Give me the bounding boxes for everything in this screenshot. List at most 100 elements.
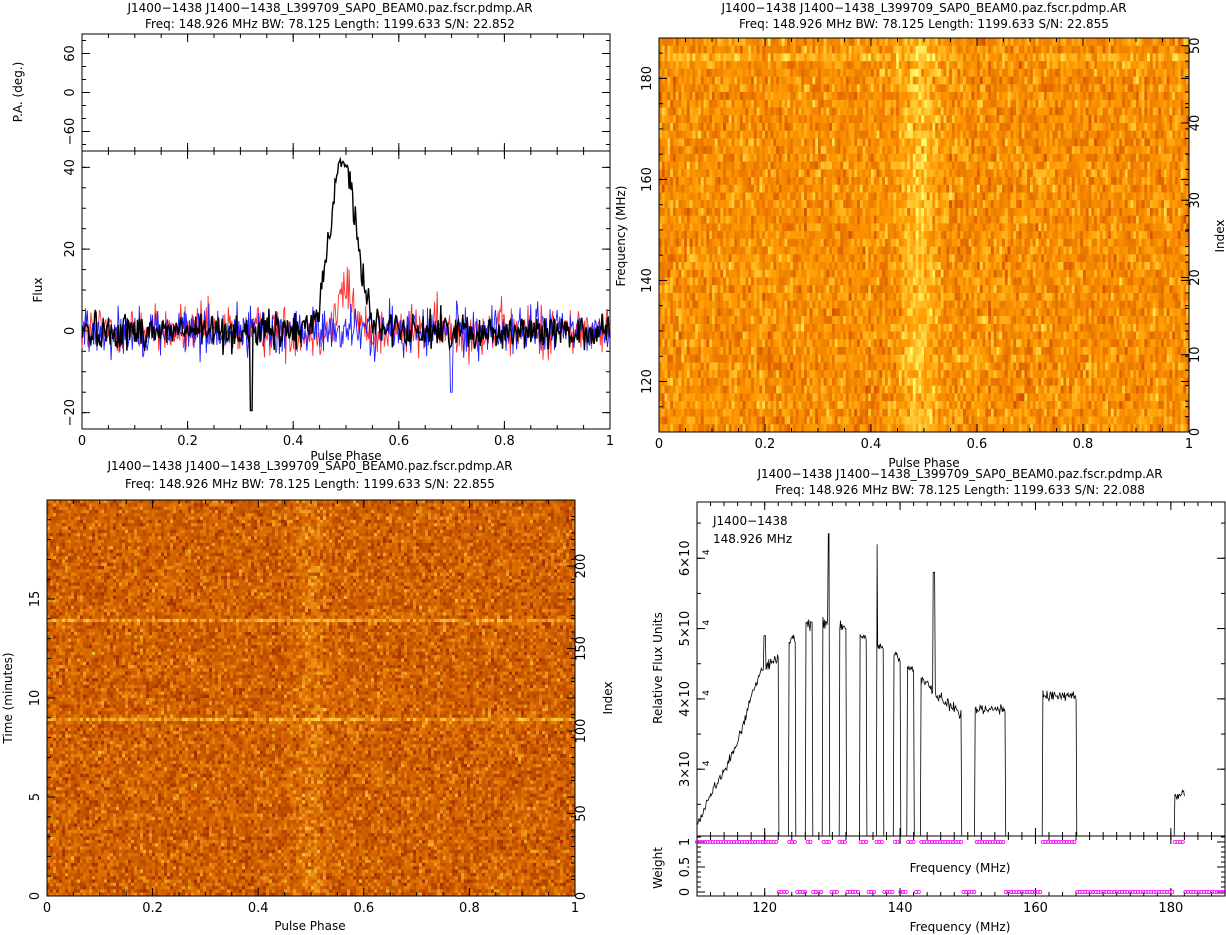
freq-phase-cell [999, 200, 1002, 208]
freq-phase-cell [879, 169, 882, 177]
freq-phase-cell [790, 77, 793, 85]
freq-phase-cell [944, 193, 947, 201]
freq-phase-cell [932, 38, 935, 46]
freq-phase-cell [757, 208, 760, 216]
freq-phase-cell [1158, 46, 1161, 54]
freq-phase-cell [1178, 154, 1181, 162]
freq-phase-cell [1033, 169, 1036, 177]
freq-phase-cell [846, 115, 849, 123]
freq-phase-cell [941, 108, 944, 116]
freq-phase-cell [857, 77, 860, 85]
freq-phase-cell [952, 115, 955, 123]
freq-phase-cell [1010, 77, 1013, 85]
freq-phase-cell [1055, 200, 1058, 208]
freq-phase-cell [698, 193, 701, 201]
freq-phase-cell [1024, 169, 1027, 177]
freq-phase-cell [1086, 46, 1089, 54]
freq-phase-cell [1119, 169, 1122, 177]
freq-phase-cell [818, 115, 821, 123]
freq-phase-cell [692, 200, 695, 208]
freq-phase-cell [941, 100, 944, 108]
freq-phase-cell [1063, 92, 1066, 100]
freq-phase-cell [974, 46, 977, 54]
freq-phase-cell [1022, 162, 1025, 170]
flux-y-tick-label: 20 [63, 241, 78, 258]
freq-phase-cell [1066, 77, 1069, 85]
freq-phase-cell [1030, 138, 1033, 146]
freq-phase-cell [748, 169, 751, 177]
freq-phase-cell [888, 92, 891, 100]
freq-phase-cell [737, 61, 740, 69]
freq-phase-cell [1038, 154, 1041, 162]
freq-phase-cell [960, 61, 963, 69]
freq-phase-cell [949, 77, 952, 85]
freq-phase-cell [804, 77, 807, 85]
freq-phase-cell [1055, 193, 1058, 201]
freq-phase-cell [891, 38, 894, 46]
freq-phase-cell [1016, 38, 1019, 46]
freq-phase-cell [1016, 200, 1019, 208]
freq-phase-cell [1114, 84, 1117, 92]
freq-phase-cell [737, 177, 740, 185]
freq-phase-cell [863, 154, 866, 162]
freq-phase-cell [1010, 169, 1013, 177]
freq-phase-cell [818, 108, 821, 116]
freq-phase-cell [1069, 77, 1072, 85]
freq-phase-cell [902, 193, 905, 201]
freq-phase-cell [1153, 146, 1156, 154]
freq-phase-cell [868, 200, 871, 208]
freq-phase-cell [737, 146, 740, 154]
freq-phase-cell [679, 162, 682, 170]
freq-phase-cell [734, 177, 737, 185]
freq-phase-cell [1072, 77, 1075, 85]
freq-phase-cell [1016, 53, 1019, 61]
freq-phase-cell [1158, 185, 1161, 193]
freq-phase-cell [1125, 193, 1128, 201]
freq-phase-cell [924, 53, 927, 61]
freq-phase-cell [835, 38, 838, 46]
freq-phase-cell [1061, 162, 1064, 170]
freq-phase-cell [1044, 131, 1047, 139]
freq-phase-cell [673, 53, 676, 61]
freq-phase-cell [1030, 108, 1033, 116]
freq-phase-cell [720, 46, 723, 54]
freq-phase-cell [801, 193, 804, 201]
freq-phase-cell [1183, 138, 1186, 146]
freq-phase-cell [994, 69, 997, 77]
freq-phase-cell [960, 92, 963, 100]
freq-phase-cell [1016, 169, 1019, 177]
freq-phase-cell [793, 154, 796, 162]
freq-phase-cell [1105, 69, 1108, 77]
freq-phase-cell [907, 138, 910, 146]
freq-phase-cell [687, 208, 690, 216]
freq-phase-cell [1027, 69, 1030, 77]
freq-phase-cell [1063, 138, 1066, 146]
freq-phase-cell [1125, 131, 1128, 139]
freq-phase-cell [1027, 200, 1030, 208]
freq-phase-cell [743, 177, 746, 185]
freq-phase-cell [729, 115, 732, 123]
freq-phase-cell [1161, 200, 1164, 208]
freq-phase-cell [1130, 146, 1133, 154]
freq-phase-cell [907, 154, 910, 162]
freq-phase-cell [743, 108, 746, 116]
freq-phase-cell [1114, 115, 1117, 123]
freq-phase-cell [679, 177, 682, 185]
freq-phase-cell [1181, 123, 1184, 131]
freq-phase-cell [846, 185, 849, 193]
freq-phase-cell [974, 123, 977, 131]
freq-phase-cell [821, 146, 824, 154]
freq-phase-cell [824, 185, 827, 193]
freq-phase-cell [1144, 69, 1147, 77]
freq-phase-cell [1030, 123, 1033, 131]
freq-phase-cell [918, 100, 921, 108]
freq-phase-cell [938, 177, 941, 185]
freq-phase-cell [1069, 146, 1072, 154]
freq-phase-cell [893, 154, 896, 162]
freq-phase-cell [913, 131, 916, 139]
freq-phase-cell [1105, 100, 1108, 108]
freq-phase-cell [1075, 92, 1078, 100]
freq-phase-cell [935, 77, 938, 85]
freq-phase-cell [1083, 146, 1086, 154]
freq-phase-cell [787, 193, 790, 201]
